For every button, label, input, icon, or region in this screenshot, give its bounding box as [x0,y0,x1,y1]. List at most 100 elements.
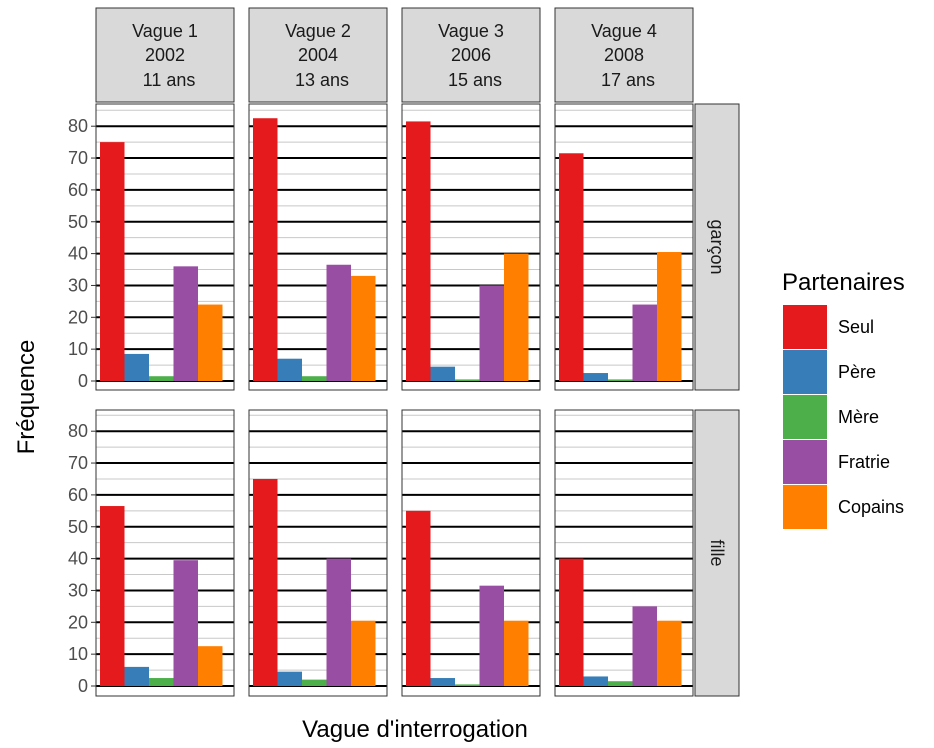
legend-swatch-copains [783,485,827,529]
row-strip-label: garçon [707,219,727,274]
bar-mère [149,376,174,381]
y-axis-tick-label: 70 [68,148,88,168]
row-strip-label: fille [707,539,727,566]
column-strip-age: 15 ans [448,70,502,90]
bar-seul [100,506,125,686]
legend-label-copains: Copains [838,497,904,517]
bar-seul [559,153,584,381]
legend-title: Partenaires [782,269,905,296]
column-strip-year: 2006 [451,45,491,65]
legend-swatch-mère [783,395,827,439]
bar-copains [351,620,376,686]
y-axis-tick-label: 50 [68,517,88,537]
bar-seul [100,142,125,381]
bar-père [583,373,608,381]
legend-label-fratrie: Fratrie [838,452,890,472]
column-strip-age: 17 ans [601,70,655,90]
y-axis-tick-label: 50 [68,212,88,232]
bar-copains [198,646,223,686]
bar-seul [406,510,431,686]
legend-label-mère: Mère [838,407,879,427]
panel-border [248,409,388,697]
legend-swatch-fratrie [783,440,827,484]
panel-border [554,409,694,697]
y-axis-tick-label: 80 [68,421,88,441]
panel-border [401,103,541,391]
bar-seul [253,478,278,686]
bar-mère [302,376,327,381]
y-axis-tick-label: 80 [68,116,88,136]
panel-border [554,103,694,391]
row-strip [694,409,740,697]
bar-mère [149,678,174,686]
bar-mère [608,379,633,381]
bar-fratrie [479,285,504,381]
bar-mère [302,679,327,686]
bar-père [430,678,455,686]
y-axis-tick-label: 40 [68,549,88,569]
y-axis-tick-label: 0 [78,371,88,391]
y-axis-tick-label: 30 [68,275,88,295]
column-strip-year: 2002 [145,45,185,65]
panel-border [401,409,541,697]
y-axis-tick-label: 40 [68,244,88,264]
column-strip-label: Vague 1 [132,21,198,41]
bar-copains [351,275,376,381]
panel-border [248,103,388,391]
bar-seul [406,121,431,382]
bar-copains [198,304,223,381]
bar-seul [253,118,278,382]
column-strip-label: Vague 2 [285,21,351,41]
y-axis-tick-label: 60 [68,485,88,505]
bar-copains [657,620,682,686]
bar-père [124,353,149,381]
column-strip [401,7,541,103]
bar-copains [504,253,529,381]
legend-swatch-seul [783,305,827,349]
y-axis-tick-label: 30 [68,580,88,600]
y-axis-tick-label: 70 [68,453,88,473]
column-strip-label: Vague 4 [591,21,657,41]
bar-mère [455,379,480,381]
bar-copains [657,252,682,381]
column-strip [248,7,388,103]
column-strip-year: 2008 [604,45,644,65]
column-strip-year: 2004 [298,45,338,65]
bar-père [583,676,608,686]
y-axis-tick-label: 20 [68,612,88,632]
bar-fratrie [632,304,657,381]
column-strip [95,7,235,103]
bar-fratrie [326,264,351,381]
y-axis-tick-label: 60 [68,180,88,200]
x-axis-title: Vague d'interrogation [302,716,528,743]
column-strip-label: Vague 3 [438,21,504,41]
bar-mère [455,684,480,686]
bar-fratrie [326,558,351,686]
bar-père [430,366,455,381]
bar-mère [608,681,633,686]
bar-seul [559,558,584,686]
legend-swatch-père [783,350,827,394]
column-strip-age: 13 ans [295,70,349,90]
bar-père [124,666,149,686]
y-axis-title: Fréquence [13,340,40,455]
y-axis-tick-label: 10 [68,339,88,359]
panel-border [95,409,235,697]
bar-père [277,358,302,381]
row-strip [694,103,740,391]
bar-fratrie [632,606,657,686]
y-axis-tick-label: 20 [68,307,88,327]
bar-fratrie [173,560,198,686]
bar-copains [504,620,529,686]
legend-label-père: Père [838,362,876,382]
column-strip [554,7,694,103]
y-axis-tick-label: 10 [68,644,88,664]
y-axis-tick-label: 0 [78,676,88,696]
bar-fratrie [173,266,198,381]
column-strip-age: 11 ans [143,70,196,90]
bar-père [277,671,302,686]
bar-fratrie [479,585,504,686]
legend-label-seul: Seul [838,317,874,337]
